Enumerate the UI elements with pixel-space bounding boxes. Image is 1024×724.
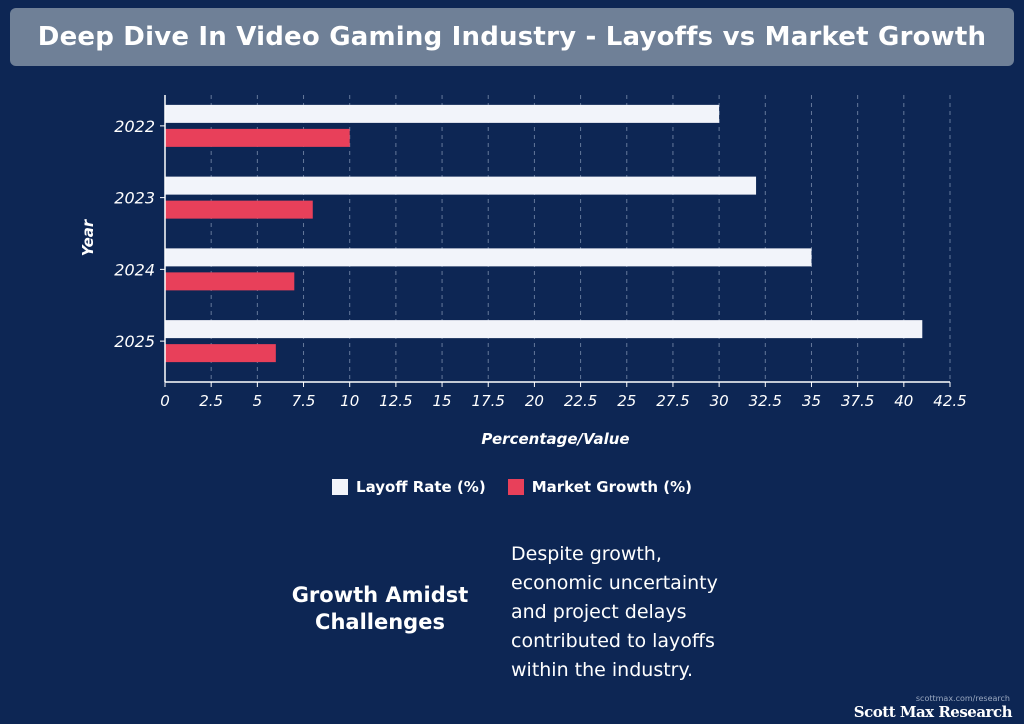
bars	[165, 104, 923, 363]
callout-heading-line1: Growth Amidst	[291, 583, 469, 607]
legend-label-growth: Market Growth (%)	[531, 478, 692, 496]
bar-layoff	[165, 104, 720, 123]
x-tick-label: 30	[710, 392, 729, 410]
x-tick-label: 20	[525, 392, 544, 410]
x-tick-label: 22.5	[564, 392, 597, 410]
bar-chart: 0 2.5 5 7.5 10 12.5 15 17.5 20 22.5 25 27.5 30 32.5 35…	[79, 95, 967, 448]
bar-growth	[165, 272, 295, 291]
chart-legend: Layoff Rate (%) Market Growth (%)	[0, 478, 1024, 496]
x-tick-label: 42.5	[933, 392, 966, 410]
brand-logo: Scott Max Research	[853, 703, 1013, 721]
x-axis-title: Percentage/Value	[481, 430, 629, 448]
legend-item-growth: Market Growth (%)	[507, 478, 692, 496]
x-tick-label: 37.5	[841, 392, 874, 410]
x-tick-label: 12.5	[379, 392, 412, 410]
y-tick-label: 2022	[114, 117, 155, 136]
title-bar: Deep Dive In Video Gaming Industry - Lay…	[10, 8, 1014, 66]
bar-layoff	[165, 320, 923, 339]
bar-layoff	[165, 248, 812, 267]
x-tick-label: 17.5	[472, 392, 505, 410]
y-tick-label: 2023	[114, 189, 155, 208]
x-tick-label: 25	[617, 392, 636, 410]
axis-labels: 0 2.5 5 7.5 10 12.5 15 17.5 20 22.5 25 27.5 30 32.5 35…	[79, 117, 967, 448]
x-tick-label: 40	[894, 392, 913, 410]
x-tick-label: 0	[160, 392, 170, 410]
axes	[160, 95, 951, 387]
bar-growth	[165, 200, 313, 219]
bar-growth	[165, 344, 276, 363]
x-tick-label: 32.5	[749, 392, 782, 410]
legend-swatch-layoff	[332, 479, 349, 495]
x-tick-label: 15	[433, 392, 452, 410]
callout-body: Despite growth, economic uncertainty and…	[511, 543, 718, 681]
legend-swatch-growth	[507, 479, 524, 495]
y-tick-label: 2024	[114, 260, 155, 279]
x-tick-label: 35	[802, 392, 821, 410]
bar-growth	[165, 128, 350, 147]
callout-heading-line2: Challenges	[315, 610, 445, 634]
legend-item-layoff: Layoff Rate (%)	[332, 478, 486, 496]
x-tick-label: 2.5	[199, 392, 223, 410]
brand-url: scottmax.com/research	[915, 694, 1010, 703]
y-tick-label: 2025	[114, 332, 155, 351]
bar-layoff	[165, 176, 757, 195]
legend-label-layoff: Layoff Rate (%)	[356, 478, 486, 496]
y-axis-title: Year	[79, 218, 97, 256]
x-tick-label: 7.5	[292, 392, 316, 410]
x-tick-label: 5	[253, 392, 263, 410]
x-tick-label: 27.5	[656, 392, 689, 410]
chart-title: Deep Dive In Video Gaming Industry - Lay…	[37, 22, 987, 52]
callout-heading: Growth Amidst Challenges	[280, 582, 480, 636]
x-tick-label: 10	[340, 392, 359, 410]
